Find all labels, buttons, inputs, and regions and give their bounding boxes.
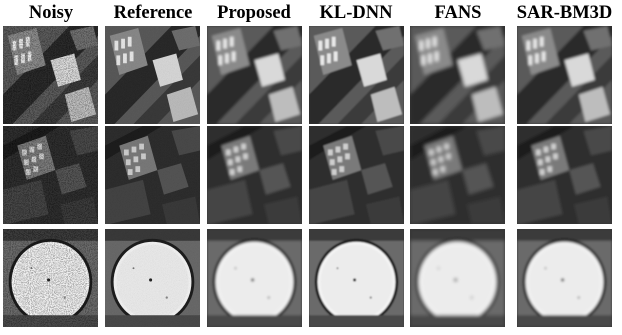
header-sar-bm3d: SAR-BM3D: [516, 3, 613, 23]
image-content: [410, 26, 505, 124]
image-content: [517, 26, 612, 124]
image-content: [105, 126, 200, 224]
image-tile-row1-reference: [105, 26, 200, 124]
header-noisy: Noisy: [28, 3, 74, 23]
image-tile-row3-fans: [410, 229, 505, 327]
image-tile-row3-proposed: [207, 229, 302, 327]
image-content: [105, 229, 200, 327]
image-tile-row1-fans: [410, 26, 505, 124]
image-content: [517, 126, 612, 224]
image-content: [309, 229, 404, 327]
header-fans: FANS: [434, 3, 482, 23]
image-content: [207, 229, 302, 327]
image-content: [3, 126, 98, 224]
image-content: [3, 26, 98, 124]
image-tile-row1-noisy: [3, 26, 98, 124]
image-tile-row2-fans: [410, 126, 505, 224]
image-tile-row2-kl-dnn: [309, 126, 404, 224]
image-content: [517, 229, 612, 327]
image-content: [207, 126, 302, 224]
image-tile-row3-sar-bm3d: [517, 229, 612, 327]
image-tile-row2-noisy: [3, 126, 98, 224]
image-content: [410, 229, 505, 327]
image-tile-row3-noisy: [3, 229, 98, 327]
image-tile-row1-sar-bm3d: [517, 26, 612, 124]
image-content: [309, 26, 404, 124]
image-content: [105, 26, 200, 124]
image-content: [207, 26, 302, 124]
image-tile-row3-kl-dnn: [309, 229, 404, 327]
image-tile-row1-proposed: [207, 26, 302, 124]
header-kl-dnn: KL-DNN: [319, 3, 393, 23]
image-content: [309, 126, 404, 224]
image-tile-row2-proposed: [207, 126, 302, 224]
header-reference: Reference: [113, 3, 193, 23]
image-grid: [0, 26, 622, 335]
image-tile-row2-reference: [105, 126, 200, 224]
header-proposed: Proposed: [217, 3, 291, 23]
image-tile-row1-kl-dnn: [309, 26, 404, 124]
image-tile-row2-sar-bm3d: [517, 126, 612, 224]
image-tile-row3-reference: [105, 229, 200, 327]
column-headers: Noisy Reference Proposed KL-DNN FANS SAR…: [0, 0, 622, 26]
image-content: [3, 229, 98, 327]
image-content: [410, 126, 505, 224]
